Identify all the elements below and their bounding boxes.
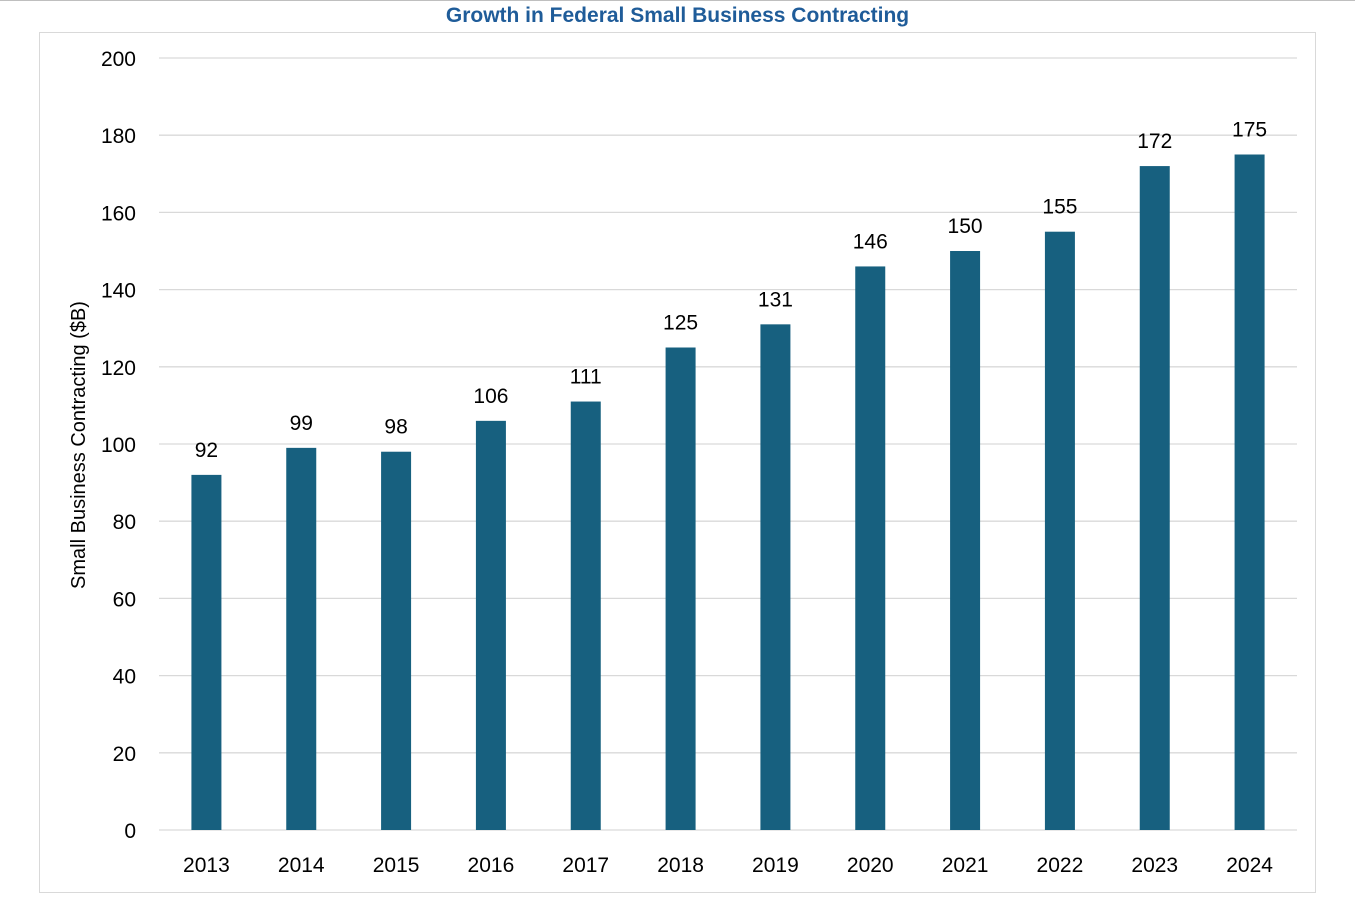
- data-label: 98: [384, 416, 407, 439]
- x-tick-label: 2022: [1037, 854, 1084, 877]
- y-tick-label: 140: [101, 280, 136, 303]
- bar: [191, 474, 222, 830]
- chart-title: Growth in Federal Small Business Contrac…: [445, 4, 910, 27]
- x-tick-label: 2016: [468, 854, 515, 877]
- bar: [381, 451, 412, 830]
- data-label: 111: [570, 366, 602, 389]
- y-tick-label: 180: [101, 125, 136, 148]
- x-axis-ticks: 2013 2014 2015 2016 2017 2018 2019 2020 2021 2022…: [183, 854, 1273, 877]
- y-tick-label: 100: [101, 434, 136, 457]
- data-label: 92: [195, 439, 218, 462]
- x-tick-label: 2018: [657, 854, 704, 877]
- data-label: 106: [473, 385, 508, 408]
- x-tick-label: 2013: [183, 854, 230, 877]
- x-tick-label: 2019: [752, 854, 799, 877]
- x-tick-label: 2021: [942, 854, 989, 877]
- bar: [855, 266, 886, 830]
- bar: [286, 447, 317, 830]
- bar: [665, 347, 696, 830]
- data-label: 125: [663, 312, 698, 335]
- y-tick-label: 60: [113, 588, 136, 611]
- x-tick-label: 2017: [562, 854, 609, 877]
- bars: [191, 154, 1265, 830]
- y-tick-label: 40: [113, 666, 136, 689]
- bar: [1139, 166, 1170, 830]
- y-tick-label: 80: [113, 511, 136, 534]
- bar: [570, 401, 601, 830]
- x-tick-label: 2014: [278, 854, 325, 877]
- y-tick-label: 0: [124, 820, 136, 843]
- top-rule: [0, 0, 1355, 1]
- bar: [1044, 231, 1075, 830]
- y-tick-label: 120: [101, 357, 136, 380]
- y-axis-ticks: 0 20 40 60 80 100 120 140 160 180 200: [101, 48, 136, 843]
- data-label: 175: [1232, 119, 1267, 142]
- y-tick-label: 160: [101, 202, 136, 225]
- data-label: 146: [853, 230, 888, 253]
- bar: [950, 251, 981, 830]
- data-label: 99: [290, 412, 313, 435]
- x-tick-label: 2024: [1226, 854, 1273, 877]
- bar: [1234, 154, 1265, 830]
- y-tick-label: 20: [113, 743, 136, 766]
- chart-frame: [39, 32, 1316, 893]
- data-label: 155: [1042, 196, 1077, 219]
- data-labels: 92 99 98 106 111 125 131 146 150 155 172 175: [195, 119, 1267, 462]
- x-tick-label: 2023: [1131, 854, 1178, 877]
- y-tick-label: 200: [101, 48, 136, 71]
- data-label: 131: [758, 288, 793, 311]
- x-tick-label: 2020: [847, 854, 894, 877]
- x-tick-label: 2015: [373, 854, 420, 877]
- data-label: 172: [1137, 130, 1172, 153]
- y-axis-title: Small Business Contracting ($B): [68, 301, 90, 589]
- gridlines: [159, 57, 1297, 831]
- data-label: 150: [948, 215, 983, 238]
- bar: [475, 420, 506, 830]
- bar: [760, 324, 791, 830]
